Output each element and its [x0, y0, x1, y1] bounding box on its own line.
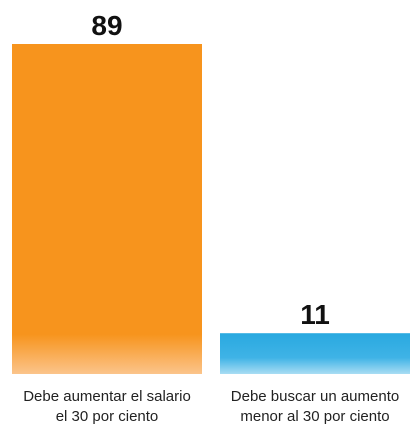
bar-value-label-2: 11 [300, 299, 330, 330]
category-label-1-line-1: Debe aumentar el salario [23, 388, 191, 405]
bar-1 [12, 44, 202, 374]
category-label-2-line-2: menor al 30 por ciento [240, 408, 389, 425]
bar-2 [220, 333, 410, 374]
category-label-1-line-2: el 30 por ciento [56, 408, 159, 425]
bar-value-label-1: 89 [91, 10, 122, 41]
labels-layer: 89 Debe aumentar el salario el 30 por cien… [23, 10, 399, 425]
bars-layer [12, 44, 410, 374]
category-label-2-line-1: Debe buscar un aumento [231, 388, 399, 405]
